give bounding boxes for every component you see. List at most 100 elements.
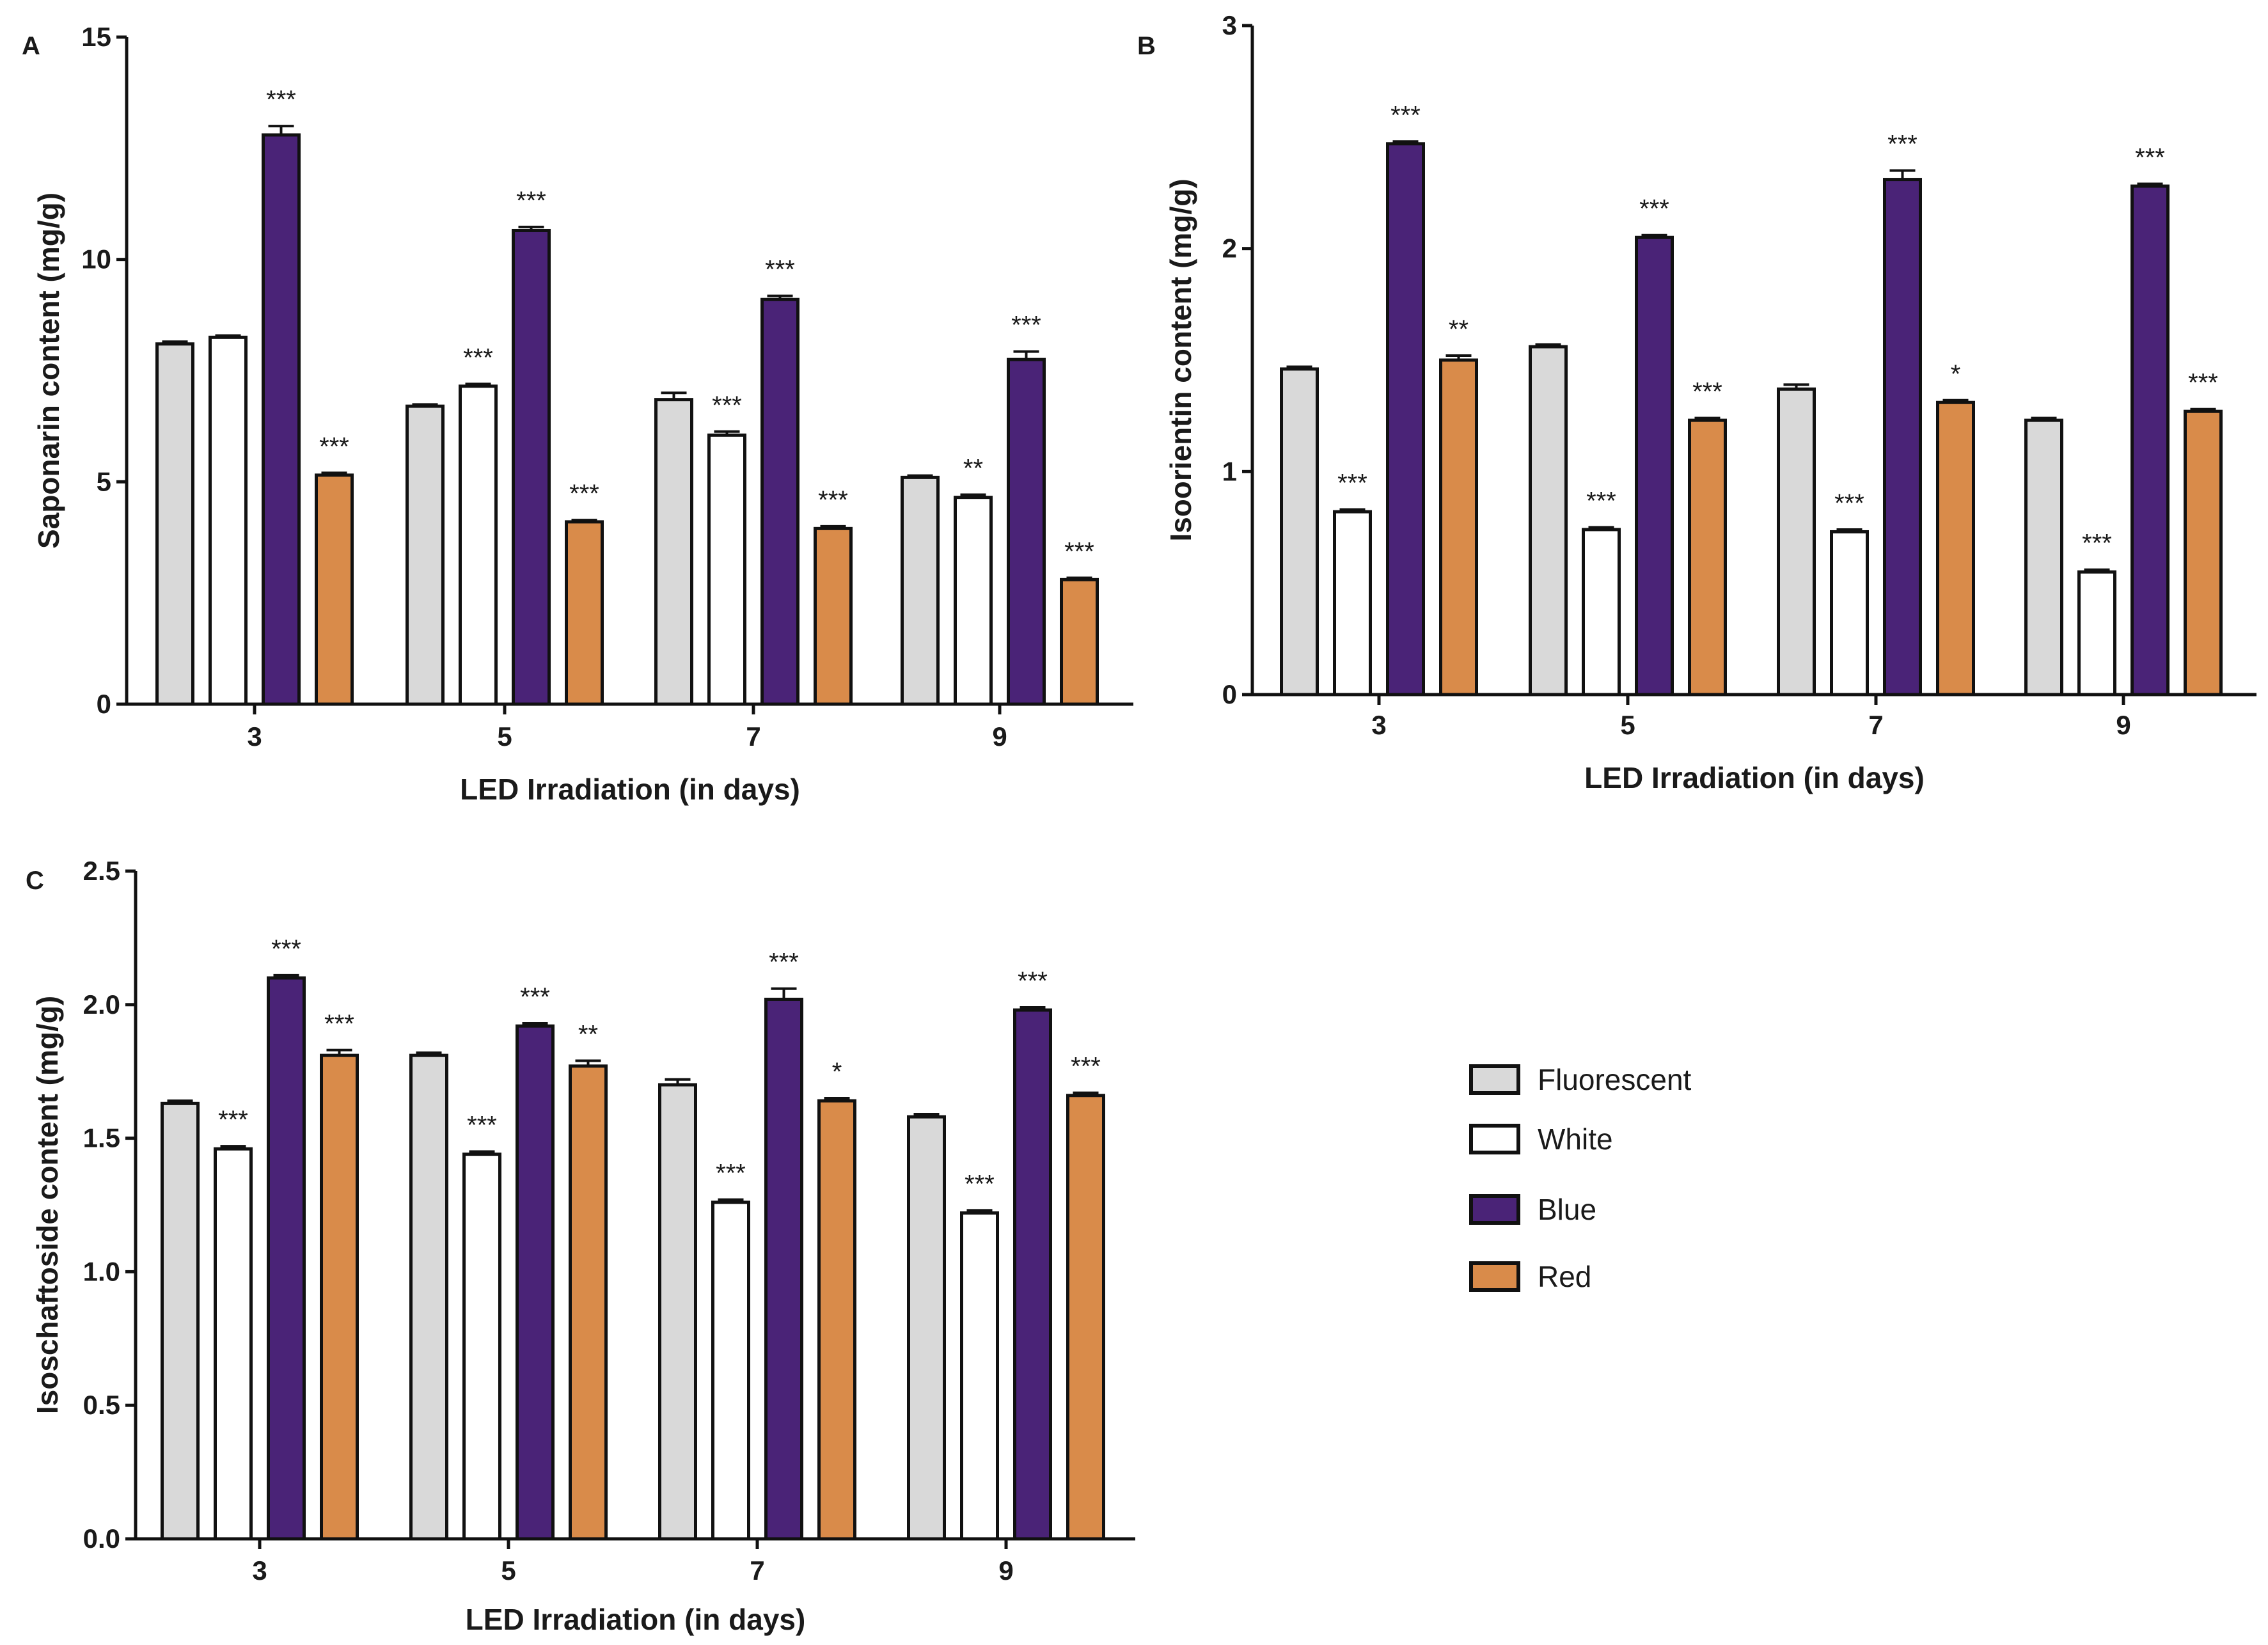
significance-label: *** bbox=[1337, 469, 1367, 498]
bar-white-day-9 bbox=[960, 1211, 999, 1541]
bar-fluorescent-day-5 bbox=[409, 1053, 448, 1541]
y-axis-title: Isoorientin content (mg/g) bbox=[1164, 178, 1197, 541]
y-tick-label: 1.5 bbox=[83, 1123, 120, 1153]
legend-swatch-red bbox=[1469, 1261, 1520, 1292]
bar-red-day-3 bbox=[1439, 358, 1478, 697]
panel-letter: C bbox=[26, 867, 44, 895]
significance-label: *** bbox=[463, 343, 493, 372]
panel-c: C 0.0 0.5 1.0 1.5 2.0 2.5 3 5 7 9 LED Irradiation (… bbox=[26, 856, 1135, 1636]
x-tick-label: 7 bbox=[750, 1555, 764, 1586]
bar-blue-day-3 bbox=[262, 133, 301, 706]
x-tick-label: 9 bbox=[2116, 710, 2130, 740]
significance-label: *** bbox=[716, 1160, 746, 1188]
significance-label: *** bbox=[1639, 195, 1669, 223]
bar-fluorescent-day-3 bbox=[161, 1101, 200, 1541]
bar-white-day-3 bbox=[209, 335, 248, 706]
y-tick-label: 0.0 bbox=[83, 1523, 120, 1554]
x-tick-label: 5 bbox=[1620, 710, 1635, 740]
significance-label: *** bbox=[218, 1106, 248, 1134]
bar-red-day-5 bbox=[565, 520, 604, 706]
significance-label: *** bbox=[2188, 369, 2218, 397]
significance-label: *** bbox=[765, 256, 795, 284]
bar-red-day-9 bbox=[2184, 409, 2223, 697]
legend-swatch-white bbox=[1469, 1124, 1520, 1154]
significance-label: *** bbox=[2082, 530, 2112, 558]
significance-label: *** bbox=[1692, 378, 1722, 406]
legend-swatch-fluorescent bbox=[1469, 1064, 1520, 1095]
significance-label: *** bbox=[1887, 130, 1918, 159]
x-axis-title: LED Irradiation (in days) bbox=[1584, 761, 1925, 794]
y-tick-label: 1.0 bbox=[83, 1256, 120, 1286]
significance-label: *** bbox=[769, 948, 799, 977]
y-axis-title: Saponarin content (mg/g) bbox=[32, 193, 65, 549]
significance-label: *** bbox=[569, 480, 599, 508]
bar-fluorescent-day-5 bbox=[406, 404, 445, 706]
y-axis-title: Isoschaftoside content (mg/g) bbox=[31, 996, 64, 1414]
significance-label: * bbox=[1951, 360, 1961, 388]
legend-swatch-blue bbox=[1469, 1194, 1520, 1225]
bar-red-day-5 bbox=[569, 1064, 608, 1541]
significance-label: *** bbox=[271, 935, 301, 963]
significance-label: *** bbox=[324, 1010, 354, 1038]
bar-fluorescent-day-9 bbox=[901, 475, 940, 706]
bar-red-day-5 bbox=[1688, 418, 1727, 697]
bar-red-day-7 bbox=[1936, 400, 1975, 697]
bar-blue-day-7 bbox=[760, 297, 799, 706]
significance-label: *** bbox=[1834, 489, 1864, 517]
bar-red-day-9 bbox=[1066, 1094, 1105, 1541]
bar-red-day-7 bbox=[814, 526, 853, 706]
bar-blue-day-3 bbox=[267, 976, 306, 1541]
x-tick-label: 3 bbox=[247, 721, 262, 752]
bar-fluorescent-day-9 bbox=[2024, 418, 2063, 697]
legend-label-fluorescent: Fluorescent bbox=[1538, 1063, 1692, 1096]
y-tick-label: 10 bbox=[81, 244, 111, 274]
x-tick-label: 5 bbox=[501, 1555, 516, 1586]
bar-white-day-3 bbox=[1333, 510, 1372, 697]
significance-label: *** bbox=[1018, 967, 1048, 995]
y-tick-label: 2 bbox=[1222, 233, 1237, 264]
significance-label: * bbox=[832, 1058, 842, 1086]
bar-white-day-3 bbox=[214, 1147, 253, 1541]
significance-label: *** bbox=[1586, 487, 1616, 516]
significance-label: *** bbox=[1071, 1053, 1101, 1081]
x-tick-label: 3 bbox=[252, 1555, 267, 1586]
bar-white-day-9 bbox=[954, 496, 993, 706]
bar-blue-day-3 bbox=[1386, 142, 1425, 697]
bar-white-day-5 bbox=[462, 1153, 501, 1541]
x-tick-label: 7 bbox=[746, 721, 760, 752]
bar-blue-day-5 bbox=[516, 1024, 555, 1541]
significance-label: *** bbox=[266, 86, 296, 114]
bar-blue-day-5 bbox=[1635, 235, 1674, 697]
significance-label: ** bbox=[963, 454, 983, 482]
significance-label: *** bbox=[1390, 101, 1421, 129]
bar-red-day-7 bbox=[817, 1099, 856, 1541]
bar-white-day-5 bbox=[459, 384, 498, 706]
bar-blue-day-5 bbox=[512, 228, 551, 706]
y-tick-label: 3 bbox=[1222, 10, 1237, 40]
bar-fluorescent-day-7 bbox=[1777, 387, 1816, 697]
x-tick-label: 5 bbox=[497, 721, 512, 752]
x-axis-title: LED Irradiation (in days) bbox=[460, 773, 800, 806]
significance-label: *** bbox=[319, 432, 349, 460]
x-axis-title: LED Irradiation (in days) bbox=[466, 1603, 806, 1636]
y-tick-label: 2.0 bbox=[83, 989, 120, 1019]
bar-white-day-7 bbox=[711, 1200, 750, 1541]
bar-blue-day-7 bbox=[1883, 178, 1922, 697]
bar-fluorescent-day-3 bbox=[155, 342, 194, 706]
legend-label-white: White bbox=[1538, 1122, 1613, 1156]
bar-fluorescent-day-9 bbox=[907, 1115, 946, 1541]
significance-label: *** bbox=[1011, 311, 1041, 340]
significance-label: *** bbox=[516, 187, 546, 215]
x-tick-label: 7 bbox=[1868, 710, 1883, 740]
significance-label: ** bbox=[578, 1020, 598, 1048]
bar-fluorescent-day-7 bbox=[654, 398, 693, 706]
bar-fluorescent-day-7 bbox=[658, 1083, 697, 1541]
significance-label: *** bbox=[965, 1170, 995, 1198]
bar-white-day-9 bbox=[2077, 570, 2116, 697]
significance-label: *** bbox=[712, 391, 742, 420]
significance-label: ** bbox=[1449, 315, 1469, 343]
legend-label-blue: Blue bbox=[1538, 1193, 1596, 1226]
x-tick-label: 3 bbox=[1371, 710, 1386, 740]
x-tick-label: 9 bbox=[998, 1555, 1013, 1586]
